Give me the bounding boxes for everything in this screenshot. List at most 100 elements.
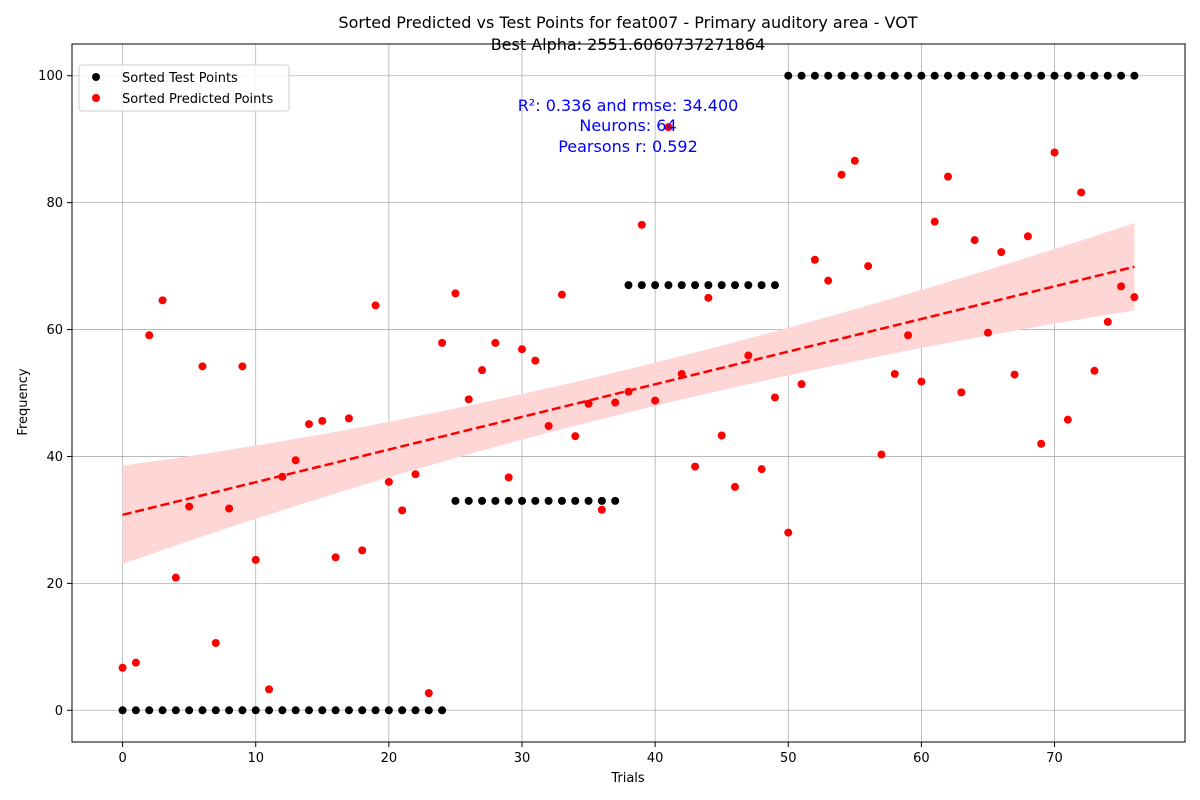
test-point xyxy=(997,71,1006,80)
test-point xyxy=(211,706,220,715)
predicted-point xyxy=(304,420,313,429)
test-point xyxy=(904,71,913,80)
test-point xyxy=(384,706,393,715)
x-tick-label: 60 xyxy=(913,751,930,766)
y-tick-label: 20 xyxy=(46,577,63,592)
predicted-point xyxy=(384,477,393,486)
test-point xyxy=(917,71,926,80)
chart-title: Sorted Predicted vs Test Points for feat… xyxy=(338,13,917,32)
predicted-point xyxy=(1010,370,1019,379)
predicted-point xyxy=(411,470,420,479)
predicted-point xyxy=(611,398,620,407)
predicted-point xyxy=(717,431,726,440)
predicted-point xyxy=(358,546,367,555)
axis-ticks: 0 10 20 30 40 50 60 70 0 20 40 60 80 100 xyxy=(38,69,1063,766)
test-point xyxy=(1103,71,1112,80)
test-point xyxy=(438,706,447,715)
predicted-point xyxy=(637,220,646,229)
predicted-point xyxy=(398,506,407,515)
test-point xyxy=(717,281,726,290)
x-tick-label: 30 xyxy=(514,751,531,766)
predicted-point xyxy=(664,123,673,132)
test-point xyxy=(1090,71,1099,80)
predicted-point xyxy=(291,456,300,465)
predicted-point xyxy=(371,301,380,310)
test-point xyxy=(704,281,713,290)
test-point xyxy=(198,706,207,715)
predicted-point xyxy=(770,393,779,402)
test-point xyxy=(784,71,793,80)
test-point xyxy=(877,71,886,80)
test-point xyxy=(424,706,433,715)
test-point xyxy=(517,496,526,505)
y-tick-label: 100 xyxy=(38,69,63,84)
predicted-point xyxy=(464,395,473,404)
test-point xyxy=(544,496,553,505)
predicted-point xyxy=(198,362,207,371)
test-point xyxy=(837,71,846,80)
test-point xyxy=(944,71,953,80)
test-point xyxy=(1023,71,1032,80)
y-tick-label: 40 xyxy=(46,450,63,465)
test-point xyxy=(983,71,992,80)
predicted-point xyxy=(1103,317,1112,326)
predicted-point xyxy=(491,338,500,347)
predicted-point xyxy=(597,505,606,514)
predicted-point xyxy=(238,362,247,371)
test-point xyxy=(1063,71,1072,80)
predicted-point xyxy=(344,414,353,423)
plot-frame xyxy=(71,43,1186,743)
predicted-point xyxy=(824,276,833,285)
test-point xyxy=(131,706,140,715)
predicted-point xyxy=(211,639,220,648)
predicted-point xyxy=(917,377,926,386)
x-axis-label: Trials xyxy=(610,771,645,786)
x-tick-label: 20 xyxy=(381,751,398,766)
test-point xyxy=(757,281,766,290)
legend-box xyxy=(78,64,290,112)
regression-line-path xyxy=(122,265,1135,517)
test-point xyxy=(225,706,234,715)
predicted-point xyxy=(225,504,234,513)
test-point xyxy=(810,71,819,80)
y-axis-label: Frequency xyxy=(16,368,31,435)
test-point xyxy=(171,706,180,715)
chart-subtitle: Best Alpha: 2551.6060737271864 xyxy=(491,35,766,54)
test-point xyxy=(571,496,580,505)
predicted-point xyxy=(651,396,660,405)
data-points xyxy=(118,71,1139,715)
test-point xyxy=(770,281,779,290)
legend-marker-test xyxy=(92,73,100,81)
predicted-point xyxy=(451,289,460,298)
test-point xyxy=(1050,71,1059,80)
test-point xyxy=(1117,71,1126,80)
predicted-point xyxy=(1023,232,1032,241)
test-point xyxy=(930,71,939,80)
test-point xyxy=(624,281,633,290)
predicted-point xyxy=(810,255,819,264)
predicted-point xyxy=(571,432,580,441)
predicted-point xyxy=(797,380,806,389)
test-point xyxy=(291,706,300,715)
test-point xyxy=(158,706,167,715)
test-point xyxy=(611,496,620,505)
legend-label-predicted: Sorted Predicted Points xyxy=(122,92,273,107)
regression-line xyxy=(122,265,1135,517)
predicted-point xyxy=(784,528,793,537)
predicted-point xyxy=(478,366,487,375)
predicted-point xyxy=(1117,282,1126,291)
predicted-point xyxy=(930,217,939,226)
predicted-point xyxy=(1037,439,1046,448)
test-point xyxy=(411,706,420,715)
predicted-point xyxy=(850,156,859,165)
y-tick-label: 0 xyxy=(55,704,63,719)
x-tick-label: 50 xyxy=(780,751,797,766)
test-point xyxy=(664,281,673,290)
predicted-point xyxy=(957,388,966,397)
predicted-point xyxy=(544,421,553,430)
predicted-point xyxy=(890,369,899,378)
test-point xyxy=(491,496,500,505)
predicted-point xyxy=(1077,188,1086,197)
x-tick-label: 0 xyxy=(118,751,126,766)
